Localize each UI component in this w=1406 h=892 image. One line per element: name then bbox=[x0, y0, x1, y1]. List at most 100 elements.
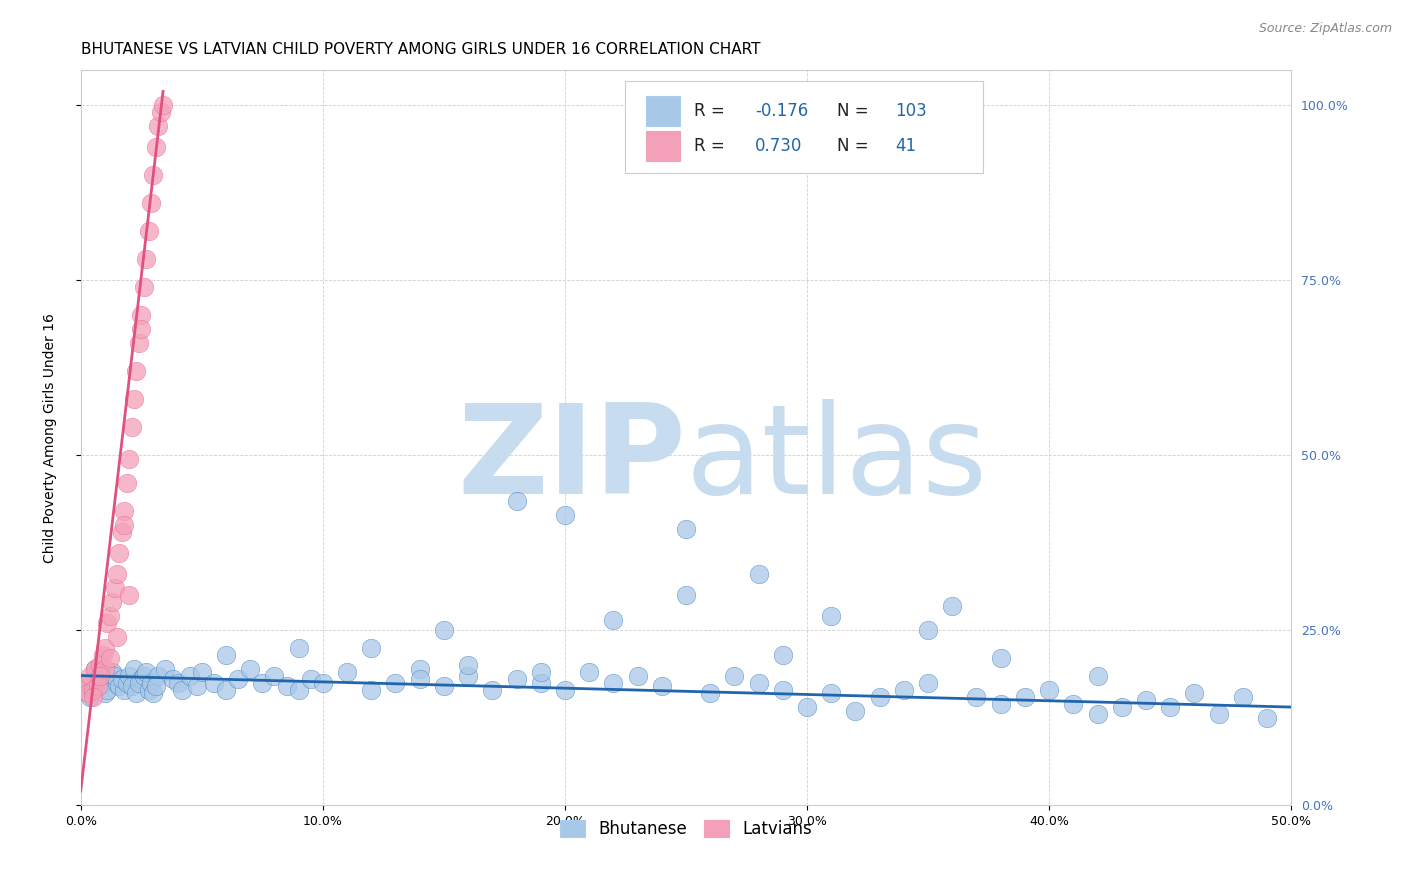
Point bbox=[105, 675, 128, 690]
Point bbox=[155, 662, 177, 676]
Point bbox=[111, 672, 134, 686]
Point bbox=[122, 662, 145, 676]
Point bbox=[91, 648, 114, 662]
Text: atlas: atlas bbox=[686, 400, 988, 520]
Point bbox=[433, 623, 456, 637]
Point bbox=[125, 686, 148, 700]
Point bbox=[893, 682, 915, 697]
Point bbox=[530, 675, 553, 690]
Point bbox=[121, 420, 143, 434]
Text: N =: N = bbox=[838, 102, 875, 120]
Point bbox=[554, 682, 576, 697]
Point bbox=[433, 679, 456, 693]
Text: N =: N = bbox=[838, 137, 875, 155]
Point bbox=[148, 668, 170, 682]
Point bbox=[602, 675, 624, 690]
Point bbox=[408, 672, 430, 686]
Point bbox=[77, 686, 100, 700]
Point bbox=[118, 588, 141, 602]
Point bbox=[626, 668, 648, 682]
Point bbox=[128, 675, 150, 690]
Point bbox=[1208, 707, 1230, 722]
Point bbox=[505, 493, 527, 508]
Point bbox=[505, 672, 527, 686]
Point bbox=[105, 567, 128, 582]
Point bbox=[101, 665, 124, 679]
Point bbox=[115, 675, 138, 690]
Bar bbox=[645, 96, 681, 126]
Point bbox=[149, 105, 172, 120]
Point bbox=[79, 690, 101, 704]
Point bbox=[129, 322, 152, 336]
Point bbox=[75, 675, 97, 690]
Point bbox=[94, 662, 117, 676]
Point bbox=[360, 682, 382, 697]
Point bbox=[118, 451, 141, 466]
Point bbox=[1182, 686, 1205, 700]
Point bbox=[239, 662, 262, 676]
Point bbox=[481, 682, 503, 697]
Point bbox=[179, 668, 201, 682]
Point bbox=[101, 595, 124, 609]
Point bbox=[145, 679, 167, 693]
Point bbox=[89, 658, 111, 673]
Point bbox=[94, 686, 117, 700]
Point bbox=[191, 665, 214, 679]
Point bbox=[128, 336, 150, 351]
Point bbox=[578, 665, 600, 679]
Point bbox=[252, 675, 274, 690]
Point bbox=[138, 682, 160, 697]
Text: BHUTANESE VS LATVIAN CHILD POVERTY AMONG GIRLS UNDER 16 CORRELATION CHART: BHUTANESE VS LATVIAN CHILD POVERTY AMONG… bbox=[80, 42, 761, 57]
Point bbox=[772, 682, 794, 697]
Point bbox=[748, 675, 770, 690]
Point bbox=[82, 682, 104, 697]
Point bbox=[111, 525, 134, 540]
Bar bbox=[645, 131, 681, 161]
Point bbox=[820, 609, 842, 624]
Point bbox=[145, 140, 167, 154]
Point bbox=[941, 599, 963, 613]
Point bbox=[104, 668, 127, 682]
Point bbox=[84, 662, 107, 676]
Point bbox=[990, 697, 1012, 711]
Point bbox=[98, 651, 121, 665]
Point bbox=[82, 682, 104, 697]
Point bbox=[112, 504, 135, 518]
Point bbox=[142, 686, 165, 700]
Text: ZIP: ZIP bbox=[457, 400, 686, 520]
Point bbox=[82, 690, 104, 704]
Point bbox=[108, 546, 131, 560]
Point bbox=[89, 668, 111, 682]
Point bbox=[129, 308, 152, 322]
Point bbox=[77, 675, 100, 690]
Point bbox=[89, 679, 111, 693]
Point bbox=[115, 476, 138, 491]
Text: 41: 41 bbox=[896, 137, 917, 155]
Point bbox=[84, 662, 107, 676]
Point bbox=[138, 224, 160, 238]
Point bbox=[1014, 690, 1036, 704]
Text: -0.176: -0.176 bbox=[755, 102, 808, 120]
Point bbox=[917, 675, 939, 690]
Point bbox=[554, 508, 576, 522]
Point bbox=[772, 648, 794, 662]
Point bbox=[966, 690, 988, 704]
Point bbox=[299, 672, 322, 686]
Point bbox=[748, 567, 770, 582]
Point bbox=[132, 668, 155, 682]
Point bbox=[135, 665, 157, 679]
Point bbox=[1062, 697, 1084, 711]
Point bbox=[98, 609, 121, 624]
Text: Source: ZipAtlas.com: Source: ZipAtlas.com bbox=[1258, 22, 1392, 36]
Text: R =: R = bbox=[695, 137, 731, 155]
Point bbox=[1038, 682, 1060, 697]
Point bbox=[1111, 700, 1133, 714]
Point bbox=[79, 668, 101, 682]
Point bbox=[108, 679, 131, 693]
Point bbox=[112, 518, 135, 533]
Point bbox=[118, 668, 141, 682]
Point bbox=[1159, 700, 1181, 714]
Point bbox=[530, 665, 553, 679]
Point bbox=[1232, 690, 1254, 704]
Point bbox=[276, 679, 298, 693]
